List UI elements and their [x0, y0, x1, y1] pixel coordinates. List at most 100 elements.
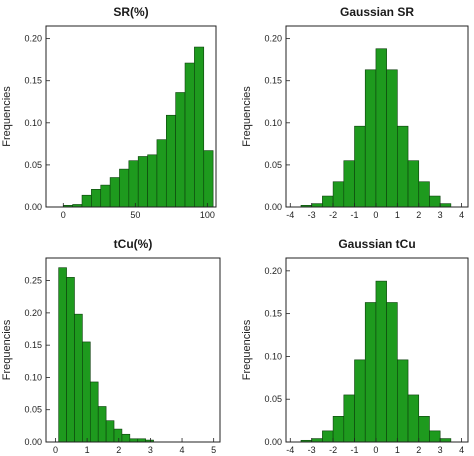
histogram-bar [100, 184, 111, 208]
panel-title: Gaussian tCu [338, 237, 415, 251]
histogram-bar [418, 416, 430, 443]
histogram-bar [429, 430, 441, 443]
x-tick-label: 0 [373, 210, 378, 220]
plot-frame [45, 25, 217, 208]
x-tick-label: 3 [148, 445, 153, 455]
x-tick-label: -4 [286, 445, 294, 455]
y-tick-label: 0.15 [24, 76, 42, 86]
x-tick-label: 0 [373, 445, 378, 455]
x-tick-label: 3 [438, 210, 443, 220]
histogram-bar [364, 302, 377, 443]
histogram-bar [74, 313, 83, 443]
y-tick-label: 0.00 [264, 202, 282, 212]
histogram-bar [82, 341, 91, 443]
x-tick-label: -1 [351, 210, 359, 220]
x-tick-label: -2 [329, 210, 337, 220]
histogram-bar [175, 92, 186, 208]
y-axis-label: Frequencies [1, 319, 13, 380]
y-tick-label: 0.25 [24, 276, 42, 286]
histogram-bar [58, 267, 67, 443]
panel-sr: SR(%) 0.00 0.05 0.10 0.15 0.20 0 50 100 Frequenci… [1, 5, 217, 220]
histogram-bar [439, 203, 452, 208]
y-tick-label: 0.10 [24, 372, 42, 382]
x-tick-label: 1 [85, 445, 90, 455]
histogram-bar [354, 125, 366, 208]
histogram-bar [332, 416, 345, 443]
panel-title: Gaussian SR [340, 5, 414, 19]
x-tick-label: -1 [351, 445, 359, 455]
y-tick-label: 0.15 [264, 76, 282, 86]
histogram-bar [311, 203, 323, 208]
y-tick-label: 0.10 [264, 118, 282, 128]
y-tick-label: 0.05 [24, 160, 42, 170]
histogram-bar [429, 195, 441, 208]
histogram-bar [397, 125, 409, 208]
y-tick-label: 0.20 [24, 34, 42, 44]
x-tick-label: 4 [459, 445, 464, 455]
x-tick-label: 100 [200, 210, 215, 220]
histogram-bar [113, 428, 123, 443]
x-tick-label: 2 [416, 210, 421, 220]
y-tick-label: 0.15 [24, 340, 42, 350]
plot-frame [285, 257, 469, 443]
x-tick-label: 1 [395, 445, 400, 455]
x-tick-label: -3 [308, 445, 316, 455]
x-tick-label: 4 [180, 445, 185, 455]
y-tick-label: 0.15 [264, 309, 282, 319]
x-tick-label: 4 [459, 210, 464, 220]
x-tick-label: 5 [211, 445, 216, 455]
y-tick-label: 0.20 [264, 34, 282, 44]
panel-gaussian-tcu: Gaussian tCu 0.00 0.05 0.10 0.15 0.20 -4 -3 -2 -1… [241, 237, 469, 455]
x-tick-label: 0 [53, 445, 58, 455]
histogram-bar [105, 420, 115, 443]
y-tick-label: 0.10 [24, 118, 42, 128]
x-tick-label: 3 [438, 445, 443, 455]
panel-title: tCu(%) [114, 237, 153, 251]
histogram-bar [81, 194, 92, 208]
histogram-bar [128, 160, 139, 208]
x-tick-label: 1 [395, 210, 400, 220]
y-tick-label: 0.05 [24, 405, 42, 415]
histogram-bar [89, 381, 99, 443]
y-tick-label: 0.05 [264, 394, 282, 404]
x-tick-label: 2 [416, 445, 421, 455]
y-tick-label: 0.00 [264, 437, 282, 447]
histogram-bar [194, 46, 205, 208]
histogram-bar [364, 69, 377, 208]
histogram-bar [109, 177, 120, 208]
y-axis-label: Frequencies [241, 86, 253, 147]
histogram-bar [439, 438, 452, 443]
x-tick-label: -3 [308, 210, 316, 220]
histogram-bar [137, 156, 148, 208]
y-tick-label: 0.00 [24, 202, 42, 212]
histogram-bar [386, 69, 398, 208]
histogram-bar [165, 114, 176, 208]
y-axis-label: Frequencies [241, 319, 253, 380]
histogram-bar [407, 394, 420, 443]
histogram-bar [119, 168, 130, 208]
histogram-bar [156, 139, 167, 208]
histogram-bar [97, 406, 107, 443]
histogram-bar [343, 160, 355, 208]
x-tick-label: -2 [329, 445, 337, 455]
histogram-bar [397, 359, 409, 443]
x-tick-label: 50 [130, 210, 140, 220]
x-tick-label: 0 [61, 210, 66, 220]
histogram-bar [343, 394, 355, 443]
y-tick-label: 0.05 [264, 160, 282, 170]
histogram-bar [375, 48, 387, 208]
histogram-bar [184, 62, 195, 208]
histogram-bar [407, 160, 420, 208]
panel-tcu: tCu(%) 0.00 0.05 0.10 0.15 0.20 0.25 0 1 2 3 4 5 Freq… [1, 237, 221, 455]
y-tick-label: 0.00 [24, 437, 42, 447]
y-tick-label: 0.20 [24, 308, 42, 318]
histogram-bar [91, 189, 102, 208]
x-tick-label: 2 [116, 445, 121, 455]
x-tick-label: -4 [286, 210, 294, 220]
histogram-bar [121, 433, 131, 443]
histogram-bar [322, 195, 334, 208]
histogram-bar [322, 430, 334, 443]
histogram-bar [147, 154, 158, 208]
y-tick-label: 0.10 [264, 351, 282, 361]
